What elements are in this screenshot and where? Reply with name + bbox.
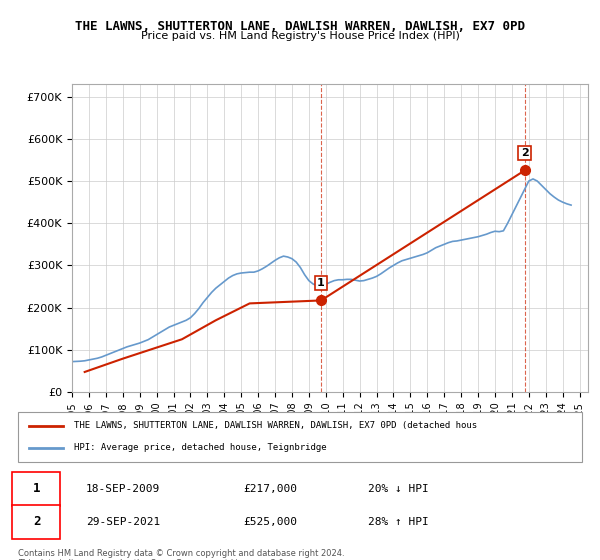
Text: £217,000: £217,000 <box>244 484 298 494</box>
Text: Price paid vs. HM Land Registry's House Price Index (HPI): Price paid vs. HM Land Registry's House … <box>140 31 460 41</box>
Text: 20% ↓ HPI: 20% ↓ HPI <box>368 484 428 494</box>
Text: 1: 1 <box>317 278 325 288</box>
FancyBboxPatch shape <box>13 472 60 506</box>
Text: 2: 2 <box>521 148 529 158</box>
FancyBboxPatch shape <box>13 505 60 539</box>
Text: 28% ↑ HPI: 28% ↑ HPI <box>368 517 428 527</box>
Text: 29-SEP-2021: 29-SEP-2021 <box>86 517 160 527</box>
Text: 2: 2 <box>33 515 40 528</box>
Text: HPI: Average price, detached house, Teignbridge: HPI: Average price, detached house, Teig… <box>74 444 327 452</box>
Text: THE LAWNS, SHUTTERTON LANE, DAWLISH WARREN, DAWLISH, EX7 0PD (detached hous: THE LAWNS, SHUTTERTON LANE, DAWLISH WARR… <box>74 421 478 430</box>
Text: THE LAWNS, SHUTTERTON LANE, DAWLISH WARREN, DAWLISH, EX7 0PD: THE LAWNS, SHUTTERTON LANE, DAWLISH WARR… <box>75 20 525 32</box>
Text: 18-SEP-2009: 18-SEP-2009 <box>86 484 160 494</box>
Text: Contains HM Land Registry data © Crown copyright and database right 2024.
This d: Contains HM Land Registry data © Crown c… <box>18 549 344 560</box>
Text: £525,000: £525,000 <box>244 517 298 527</box>
Text: 1: 1 <box>33 483 40 496</box>
FancyBboxPatch shape <box>18 412 582 462</box>
